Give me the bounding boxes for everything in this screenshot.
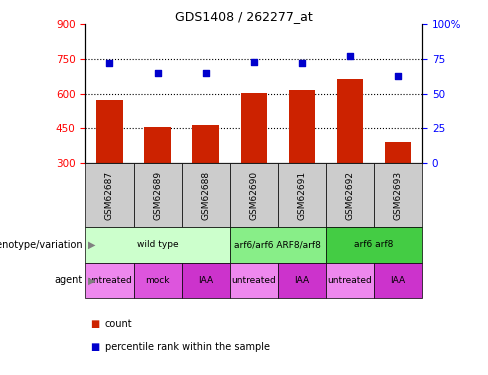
Bar [326,262,374,298]
Bar [230,163,278,227]
Bar [85,163,134,227]
Text: IAA: IAA [198,276,213,285]
Bar [96,99,122,163]
Bar [192,125,219,163]
Bar [182,262,230,298]
Point [298,60,306,66]
Text: ■: ■ [90,320,100,329]
Text: count: count [105,320,133,329]
Point [250,59,258,65]
Text: mock: mock [145,276,170,285]
Text: untreated: untreated [87,276,132,285]
Text: ■: ■ [90,342,100,352]
Bar [374,262,422,298]
Text: GSM62689: GSM62689 [153,171,162,220]
Text: ▶: ▶ [88,240,95,250]
Text: GSM62690: GSM62690 [249,171,258,220]
Point [202,70,209,76]
Bar [278,163,326,227]
Text: IAA: IAA [294,276,309,285]
Point [105,60,113,66]
Text: wild type: wild type [137,240,179,249]
Text: untreated: untreated [327,276,372,285]
Bar [134,262,182,298]
Bar [288,90,315,163]
Point [394,73,402,79]
Text: ▶: ▶ [88,275,95,285]
Bar [374,163,422,227]
Text: agent: agent [55,275,83,285]
Text: GDS1408 / 262277_at: GDS1408 / 262277_at [175,10,313,24]
Text: GSM62687: GSM62687 [105,171,114,220]
Point [154,70,162,76]
Bar [326,227,422,262]
Text: arf6 arf8: arf6 arf8 [354,240,394,249]
Text: GSM62693: GSM62693 [393,171,403,220]
Bar [230,227,326,262]
Text: percentile rank within the sample: percentile rank within the sample [105,342,270,352]
Bar [278,262,326,298]
Point [346,53,354,59]
Bar [230,262,278,298]
Bar [144,127,171,163]
Text: IAA: IAA [390,276,406,285]
Text: GSM62692: GSM62692 [346,171,354,219]
Bar [85,262,134,298]
Text: GSM62688: GSM62688 [201,171,210,220]
Bar [134,163,182,227]
Text: untreated: untreated [231,276,276,285]
Bar [385,142,411,163]
Text: arf6/arf6 ARF8/arf8: arf6/arf6 ARF8/arf8 [234,240,321,249]
Bar [85,227,230,262]
Text: genotype/variation: genotype/variation [0,240,83,250]
Text: GSM62691: GSM62691 [297,171,306,220]
Bar [337,79,363,163]
Bar [182,163,230,227]
Bar [326,163,374,227]
Bar [241,93,267,163]
